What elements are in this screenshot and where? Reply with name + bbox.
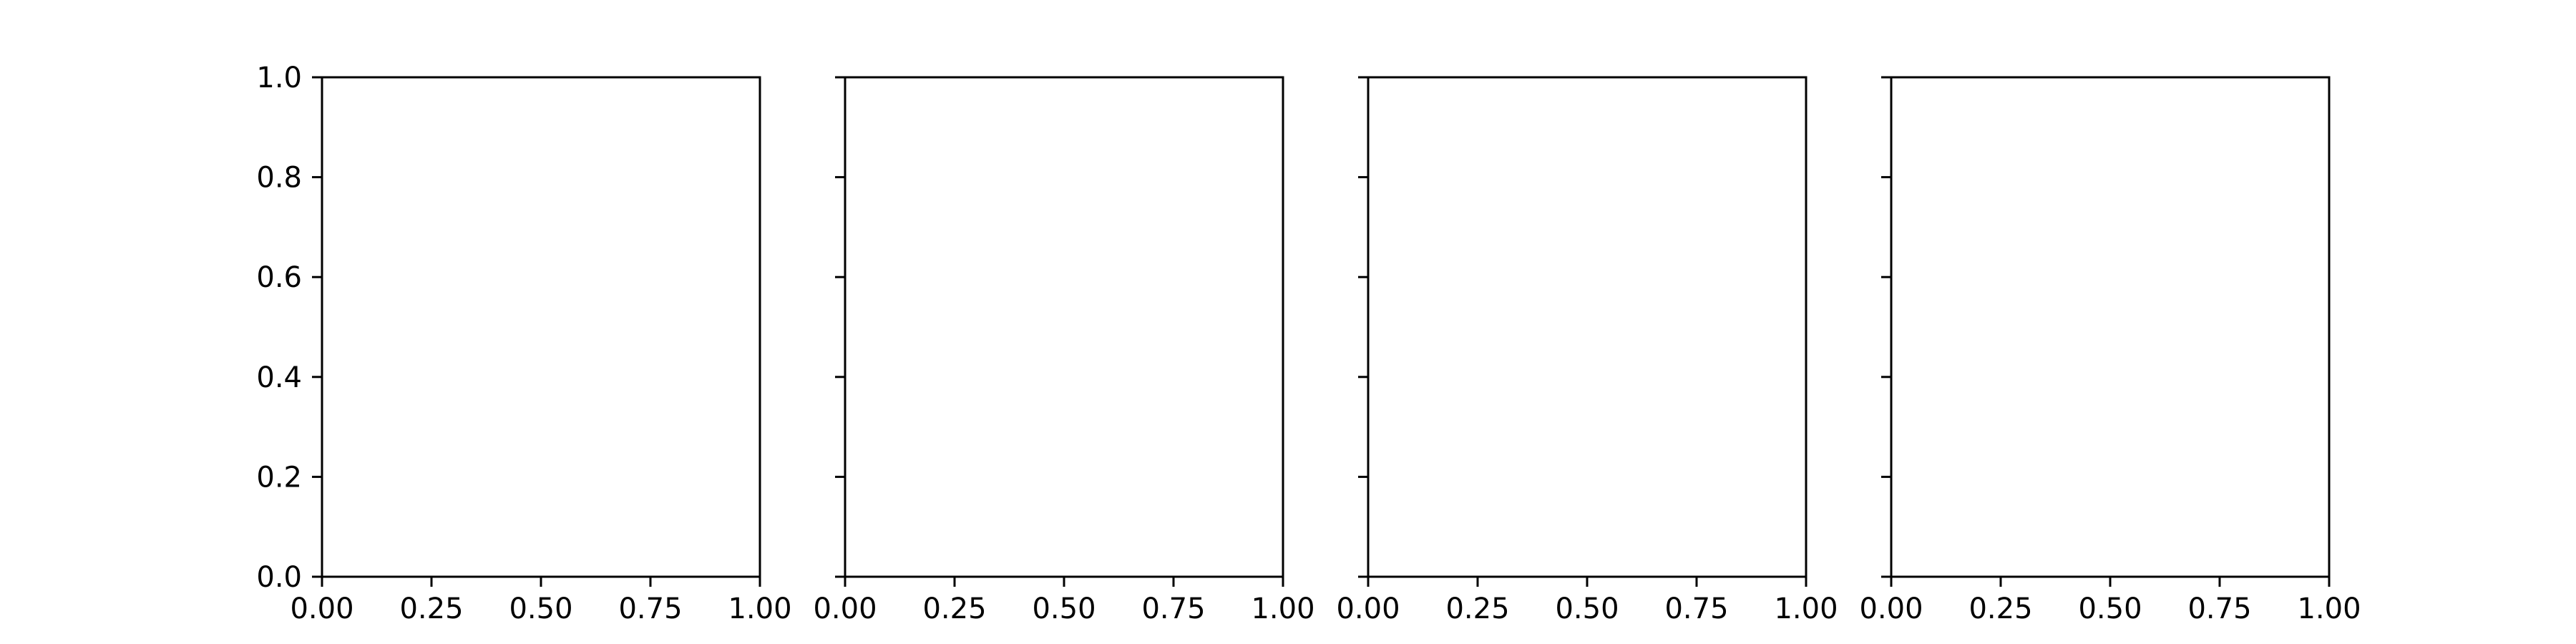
x-tick-label: 0.75 <box>1664 592 1728 625</box>
y-tick-label: 0.8 <box>256 162 302 195</box>
x-tick-label: 0.25 <box>922 592 986 625</box>
y-tick-label: 1.0 <box>256 62 302 94</box>
x-tick-label: 1.00 <box>1251 592 1314 625</box>
plot-area-frame <box>1367 76 1807 578</box>
x-tick-label: 0.75 <box>1141 592 1205 625</box>
x-tick-label: 0.25 <box>1968 592 2032 625</box>
x-tick-label: 0.25 <box>1445 592 1509 625</box>
x-tick-label: 1.00 <box>2297 592 2361 625</box>
x-tick-label: 0.75 <box>618 592 682 625</box>
x-tick-label: 0.75 <box>2187 592 2251 625</box>
y-tick-label: 0.0 <box>256 561 302 594</box>
subplot-3: 0.00 0.25 0.50 0.75 1.00 <box>1336 76 1838 625</box>
y-tick-label: 0.6 <box>256 261 302 294</box>
x-tick-label: 0.00 <box>1336 592 1400 625</box>
plot-area-frame <box>321 76 761 578</box>
x-tick-label: 0.50 <box>1032 592 1096 625</box>
x-tick-label: 0.00 <box>1859 592 1923 625</box>
x-tick-label: 0.25 <box>399 592 463 625</box>
x-tick-label: 1.00 <box>728 592 791 625</box>
y-tick-label: 0.2 <box>256 461 302 494</box>
x-tick-label: 0.00 <box>290 592 353 625</box>
plot-area-frame <box>844 76 1284 578</box>
x-tick-label: 0.50 <box>1555 592 1619 625</box>
subplot-2: 0.00 0.25 0.50 0.75 1.00 <box>813 76 1315 625</box>
x-tick-label: 0.50 <box>509 592 572 625</box>
y-tick-label: 0.4 <box>256 361 302 394</box>
subplot-4: 0.00 0.25 0.50 0.75 1.00 <box>1859 76 2361 625</box>
subplot-1: 0.00 0.25 0.50 0.75 1.00 0.0 0.2 0.4 0.6 0.8 1.0 <box>256 62 791 625</box>
plot-area-frame <box>1890 76 2331 578</box>
x-tick-label: 0.50 <box>2078 592 2142 625</box>
x-tick-label: 1.00 <box>1774 592 1838 625</box>
x-tick-label: 0.00 <box>813 592 877 625</box>
